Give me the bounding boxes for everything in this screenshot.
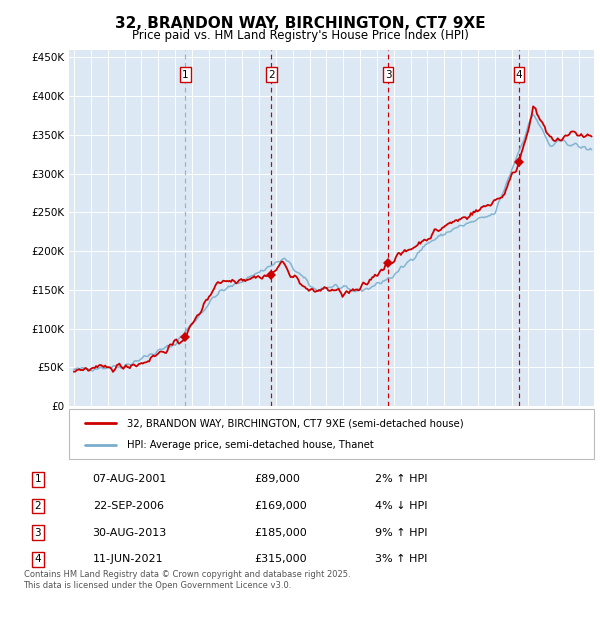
Text: 2% ↑ HPI: 2% ↑ HPI [375,474,427,484]
Text: 11-JUN-2021: 11-JUN-2021 [92,554,163,564]
Text: 1: 1 [35,474,41,484]
Text: £315,000: £315,000 [254,554,307,564]
Text: 3% ↑ HPI: 3% ↑ HPI [375,554,427,564]
Text: 07-AUG-2001: 07-AUG-2001 [92,474,167,484]
Text: HPI: Average price, semi-detached house, Thanet: HPI: Average price, semi-detached house,… [127,440,373,450]
Text: 3: 3 [35,528,41,538]
Text: Contains HM Land Registry data © Crown copyright and database right 2025.
This d: Contains HM Land Registry data © Crown c… [23,570,350,590]
FancyBboxPatch shape [69,409,594,459]
Text: 3: 3 [385,69,391,79]
Text: 22-SEP-2006: 22-SEP-2006 [92,501,164,511]
Text: £185,000: £185,000 [254,528,307,538]
Text: £89,000: £89,000 [254,474,300,484]
Text: £169,000: £169,000 [254,501,307,511]
Text: 2: 2 [35,501,41,511]
Text: 32, BRANDON WAY, BIRCHINGTON, CT7 9XE: 32, BRANDON WAY, BIRCHINGTON, CT7 9XE [115,16,485,31]
Text: 30-AUG-2013: 30-AUG-2013 [92,528,167,538]
Text: 32, BRANDON WAY, BIRCHINGTON, CT7 9XE (semi-detached house): 32, BRANDON WAY, BIRCHINGTON, CT7 9XE (s… [127,418,463,428]
Text: 2: 2 [268,69,275,79]
Text: Price paid vs. HM Land Registry's House Price Index (HPI): Price paid vs. HM Land Registry's House … [131,29,469,42]
Text: 4: 4 [35,554,41,564]
Text: 1: 1 [182,69,188,79]
Text: 4% ↓ HPI: 4% ↓ HPI [375,501,427,511]
Text: 9% ↑ HPI: 9% ↑ HPI [375,528,427,538]
Text: 4: 4 [515,69,523,79]
